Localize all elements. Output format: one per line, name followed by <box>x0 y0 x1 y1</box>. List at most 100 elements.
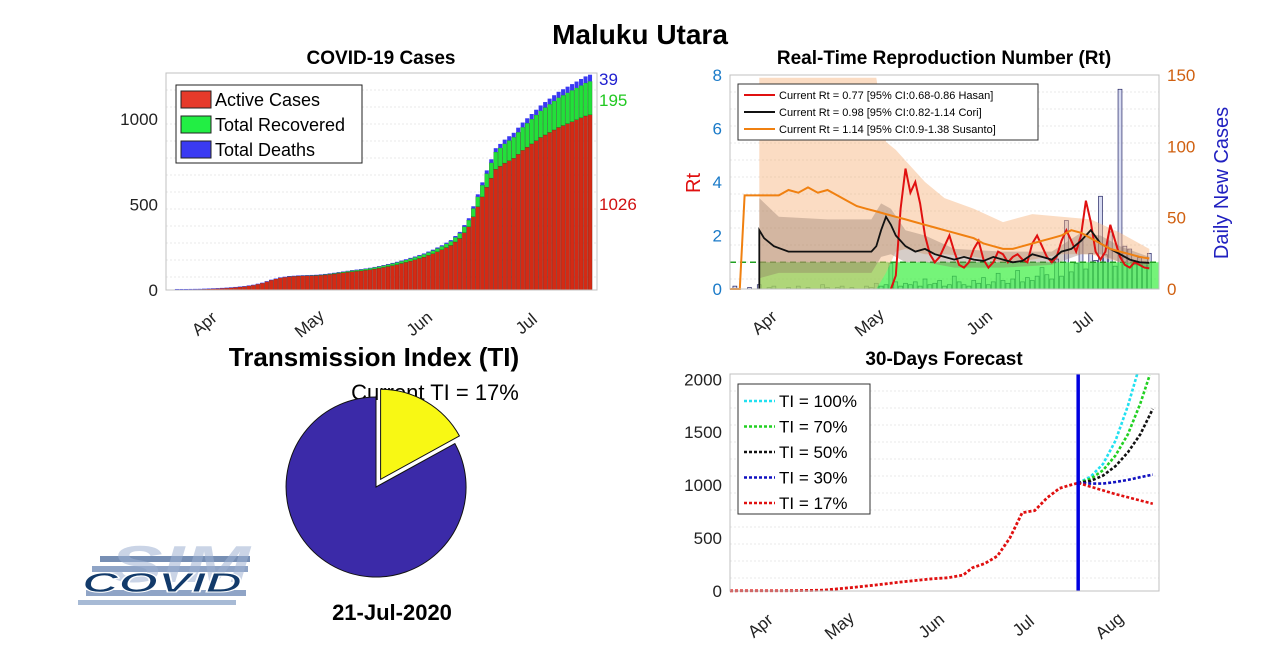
deaths-bar <box>233 286 238 288</box>
y2-tick-label: 50 <box>1167 209 1186 228</box>
recovered-bar <box>367 268 373 270</box>
active-bar <box>502 162 507 291</box>
deaths-bar <box>192 288 197 290</box>
active-bar <box>587 114 593 291</box>
forecast-line-3 <box>1078 473 1154 485</box>
recovered-bar <box>516 132 521 155</box>
deaths-bar <box>547 98 552 105</box>
deaths-bar <box>228 287 233 288</box>
y2-tick-label: 150 <box>1167 66 1195 85</box>
active-bar <box>349 271 355 291</box>
deaths-bar <box>287 276 292 277</box>
active-bar <box>453 241 458 291</box>
recovered-bar <box>542 107 548 136</box>
active-bar <box>363 270 368 291</box>
x-tick-label: Jun <box>403 308 436 340</box>
active-bar <box>412 259 418 291</box>
active-bar <box>578 117 584 291</box>
active-bar <box>430 253 436 291</box>
active-bar <box>484 186 489 291</box>
recovered-bar <box>565 92 570 124</box>
rt-y2-axis-label: Daily New Cases <box>1211 107 1233 259</box>
ti-chart-title: Transmission Index (TI) <box>229 342 519 372</box>
x-tick-label: Apr <box>188 308 221 340</box>
deaths-bar <box>529 114 534 120</box>
recovered-bar <box>578 85 584 119</box>
rt-y-axis-label: Rt <box>683 173 705 193</box>
recovered-bar <box>511 137 516 159</box>
recovered-bar <box>327 273 332 275</box>
deaths-bar <box>583 76 588 83</box>
deaths-bar <box>457 231 462 234</box>
forecast-chart-title: 30-Days Forecast <box>865 349 1023 370</box>
recovered-bar <box>471 208 476 217</box>
recovered-bar <box>376 266 382 269</box>
recovered-bar <box>529 118 534 145</box>
legend-label-deaths: Total Deaths <box>215 140 315 160</box>
recovered-bar <box>439 246 445 250</box>
active-bar <box>475 206 480 291</box>
active-bar <box>569 121 575 291</box>
deaths-bar <box>354 269 359 271</box>
active-bar <box>439 249 445 291</box>
active-bar <box>520 150 525 291</box>
active-bar <box>444 247 449 291</box>
deaths-bar <box>574 81 579 88</box>
deaths-bar <box>332 272 337 274</box>
deaths-bar <box>399 260 404 262</box>
y-tick-label: 2 <box>713 227 722 246</box>
forecast-legend-label: TI = 70% <box>779 418 848 437</box>
deaths-bar <box>296 275 301 276</box>
recovered-bar <box>574 87 579 120</box>
rt-line-cori <box>758 214 1150 289</box>
active-bar <box>417 258 422 291</box>
recovered-bar <box>336 272 341 274</box>
active-bar <box>314 275 319 291</box>
active-bar <box>533 140 539 291</box>
rt-legend: Current Rt = 0.77 [95% CI:0.68-0.86 Hasa… <box>737 83 1039 141</box>
deaths-bar <box>341 271 346 272</box>
deaths-bar <box>525 118 530 124</box>
recovered-bar <box>556 97 561 128</box>
deaths-bar <box>579 78 584 86</box>
cases-chart-title: COVID-19 Cases <box>307 48 456 69</box>
active-bar <box>538 137 543 291</box>
recovered-bar <box>520 127 525 151</box>
active-bar <box>354 271 359 291</box>
active-bar <box>322 274 328 291</box>
covid-sim-logo: SIM COVID <box>78 536 253 605</box>
deaths-bar <box>588 74 593 82</box>
deaths-bar <box>237 286 242 288</box>
ti-annotation: Current TI = 17% <box>351 380 519 405</box>
recovered-bar <box>484 173 489 188</box>
active-bar <box>372 268 377 291</box>
y-tick-label: 0 <box>149 281 158 300</box>
legend-label-active: Active Cases <box>215 90 320 110</box>
recovered-bar <box>345 271 350 273</box>
forecast-legend-label: TI = 100% <box>779 392 857 411</box>
active-bar <box>403 262 409 291</box>
ti-panel: Transmission Index (TI) Current TI = 17%… <box>229 342 519 625</box>
active-bar <box>493 169 498 291</box>
deaths-bar <box>336 272 341 273</box>
recovered-bar <box>358 269 364 272</box>
legend-swatch-deaths <box>180 140 212 159</box>
deaths-bar <box>475 194 480 197</box>
deaths-bar <box>260 282 265 284</box>
rt-legend-susanto: Current Rt = 1.14 [95% CI:0.9-1.38 Susan… <box>779 124 996 136</box>
deaths-bar <box>417 254 422 256</box>
recovered-bar <box>430 250 436 254</box>
recovered-bar <box>444 243 449 248</box>
active-bar <box>408 260 413 291</box>
deaths-bar <box>282 276 287 278</box>
deaths-bar <box>507 136 512 141</box>
recovered-bar <box>426 252 431 256</box>
deaths-bar <box>210 288 215 289</box>
active-bar <box>246 285 252 291</box>
deaths-bar <box>412 256 417 258</box>
y2-tick-label: 100 <box>1167 137 1195 156</box>
y-tick-label: 1000 <box>684 476 722 495</box>
active-value-label: 1026 <box>599 195 637 214</box>
recovered-bar <box>331 273 337 275</box>
